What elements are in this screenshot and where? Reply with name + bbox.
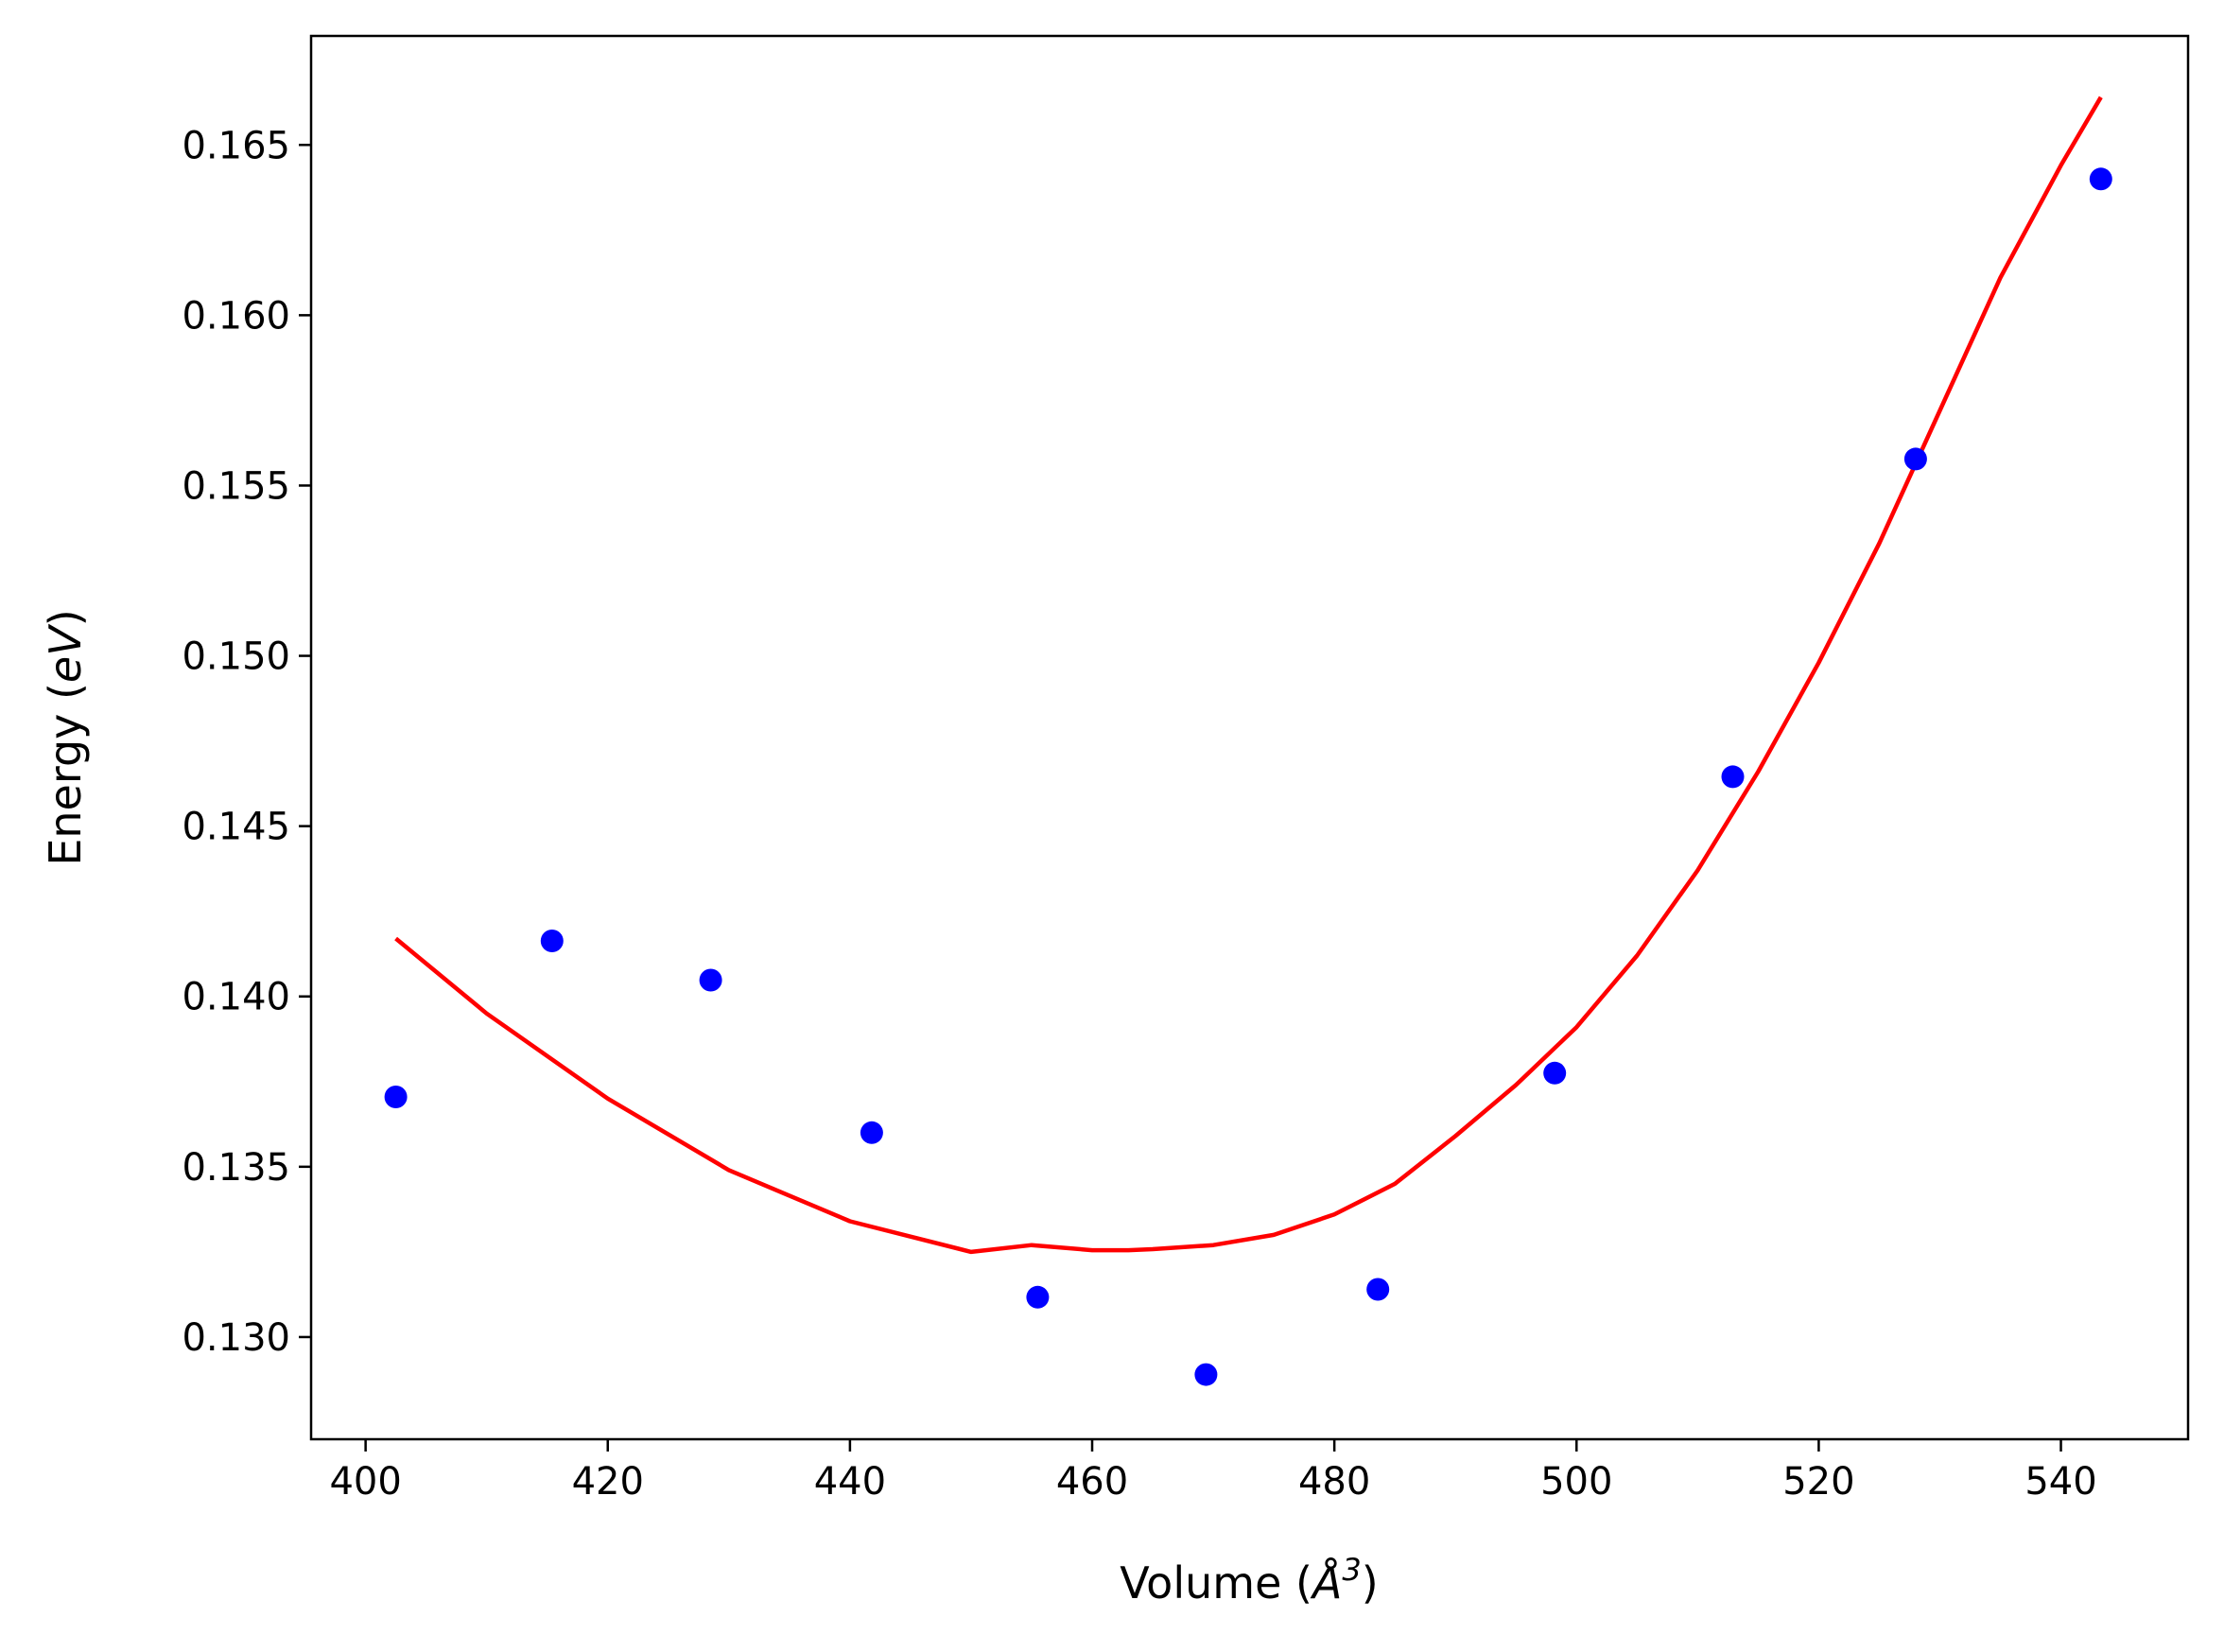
plot-area bbox=[384, 96, 2112, 1386]
data-point bbox=[699, 968, 722, 992]
y-tick-label: 0.160 bbox=[182, 294, 290, 338]
x-tick-label: 460 bbox=[1056, 1460, 1128, 1504]
y-tick-label: 0.130 bbox=[182, 1316, 290, 1360]
data-point bbox=[1721, 765, 1745, 789]
x-tick-label: 480 bbox=[1298, 1460, 1370, 1504]
y-tick-label: 0.135 bbox=[182, 1146, 290, 1190]
fit-curve bbox=[394, 96, 2103, 1255]
data-point bbox=[540, 930, 564, 952]
x-tick-label: 420 bbox=[572, 1460, 644, 1504]
x-axis-title: Volume (Å3) bbox=[1120, 1552, 1378, 1609]
y-tick-label: 0.140 bbox=[182, 976, 290, 1019]
y-tick-label: 0.145 bbox=[182, 806, 290, 849]
x-tick-label: 400 bbox=[329, 1460, 401, 1504]
x-tick-label: 540 bbox=[2024, 1460, 2096, 1504]
data-point bbox=[1543, 1061, 1567, 1085]
x-axis-ticks: 400 420 440 460 480 500 520 540 bbox=[329, 1439, 2097, 1504]
y-tick-label: 0.150 bbox=[182, 635, 290, 679]
data-point bbox=[2089, 167, 2112, 191]
x-tick-label: 440 bbox=[814, 1460, 886, 1504]
data-point bbox=[860, 1121, 883, 1144]
plot-frame bbox=[309, 34, 2190, 1441]
y-tick-label: 0.155 bbox=[182, 464, 290, 508]
y-tick-label: 0.165 bbox=[182, 124, 290, 167]
data-point bbox=[1194, 1363, 1218, 1386]
y-axis-ticks: 0.130 0.135 0.140 0.145 0.150 0.155 0.160 0.165 bbox=[182, 124, 311, 1360]
data-point bbox=[1366, 1278, 1390, 1301]
y-axis-title: Energy (eV) bbox=[40, 609, 91, 865]
data-point bbox=[1026, 1285, 1050, 1309]
data-point bbox=[384, 1086, 408, 1108]
x-tick-label: 500 bbox=[1540, 1460, 1612, 1504]
x-tick-label: 520 bbox=[1782, 1460, 1854, 1504]
data-point bbox=[1903, 447, 1927, 471]
